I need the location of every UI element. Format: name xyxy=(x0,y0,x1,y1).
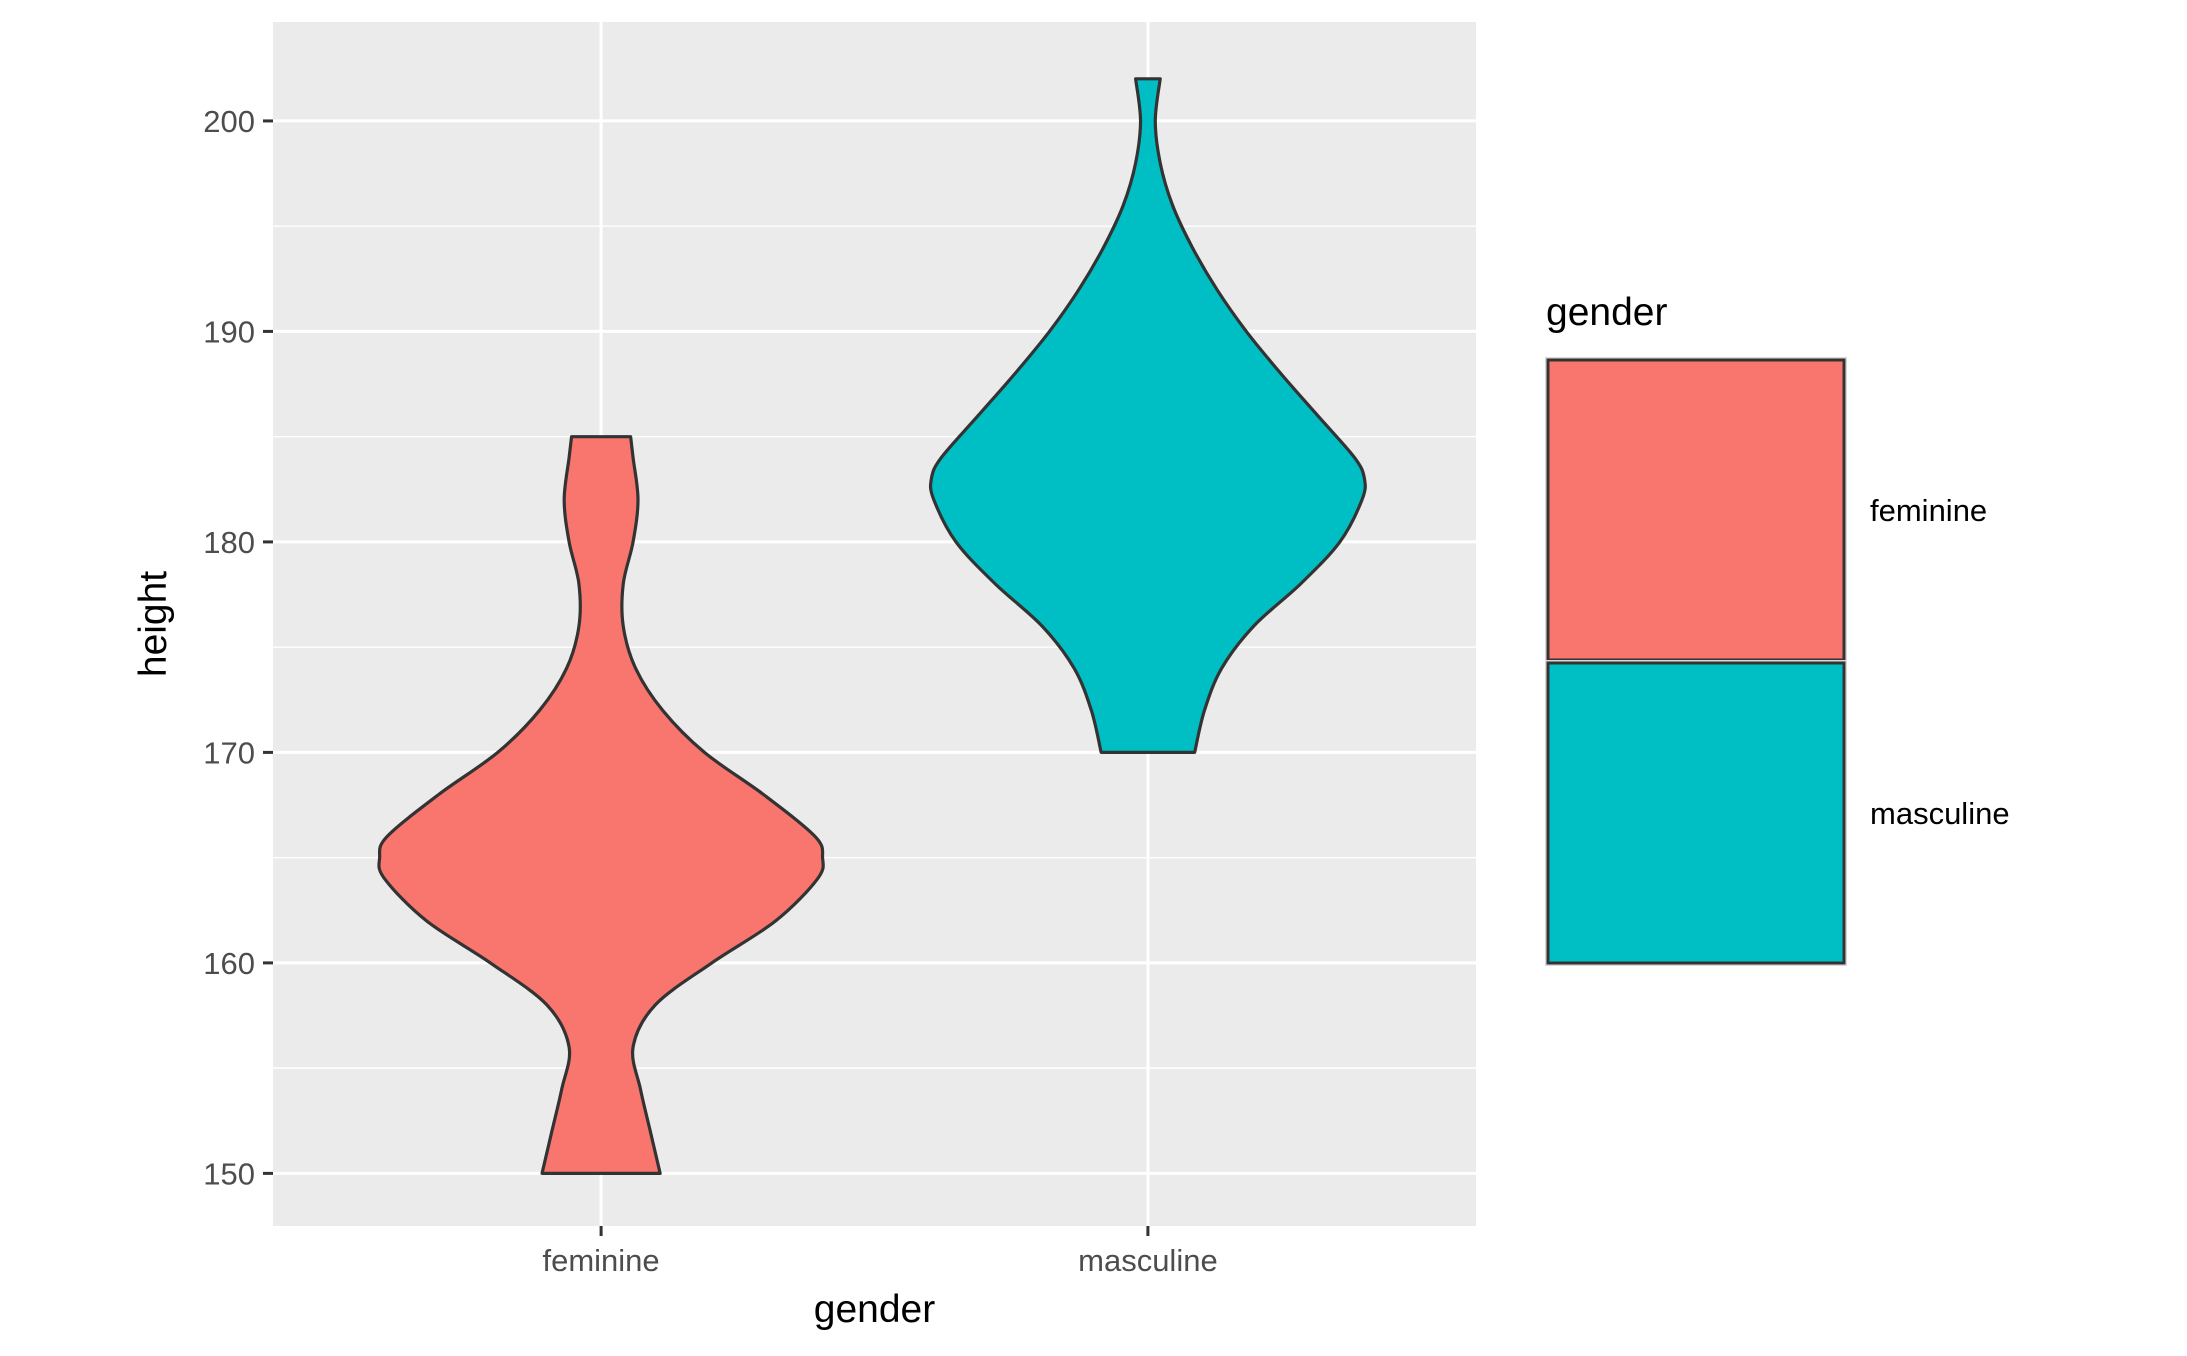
x-tick-label: feminine xyxy=(542,1243,659,1278)
legend-title: gender xyxy=(1546,291,1667,334)
y-tick-label: 170 xyxy=(203,735,255,770)
y-tick-label: 200 xyxy=(203,104,255,139)
legend-label: feminine xyxy=(1870,493,1987,528)
legend-key-masculine xyxy=(1546,661,1846,965)
y-tick-label: 180 xyxy=(203,525,255,560)
y-axis-title: height xyxy=(132,571,175,677)
y-tick-label: 150 xyxy=(203,1156,255,1191)
legend-label: masculine xyxy=(1870,796,2010,831)
axes: 150 160 170 180 190 200 feminine masculine xyxy=(203,104,1217,1278)
x-axis-title: gender xyxy=(814,1288,935,1331)
violins xyxy=(377,77,1367,1175)
y-tick-label: 160 xyxy=(203,946,255,981)
violin-feminine xyxy=(377,435,825,1175)
violin-masculine xyxy=(928,77,1367,754)
x-tick-label: masculine xyxy=(1078,1243,1218,1278)
legend: gender feminine masculine xyxy=(1545,291,2010,966)
y-tick-label: 190 xyxy=(203,314,255,349)
legend-key-feminine xyxy=(1546,358,1846,662)
plot-panel xyxy=(273,22,1476,1226)
